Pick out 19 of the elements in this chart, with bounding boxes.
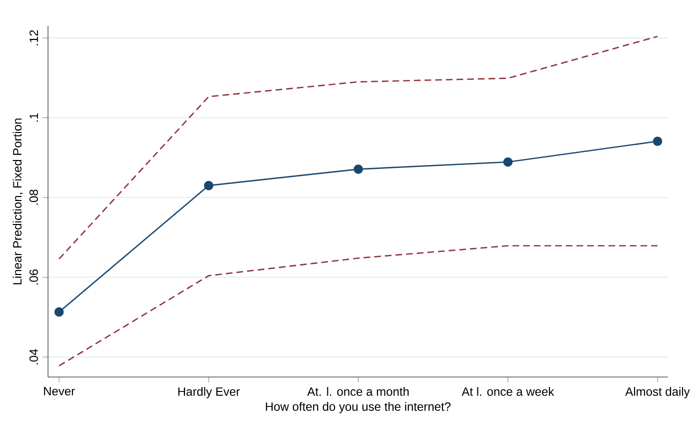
- y-tick-label: .04: [29, 349, 38, 364]
- x-tick-label: Hardly Ever: [178, 387, 240, 398]
- x-tick-label: Almost daily: [625, 387, 690, 398]
- point: [503, 157, 513, 167]
- y-tick-label: .12: [30, 30, 38, 46]
- point: [652, 136, 662, 146]
- y-tick-label: .08: [29, 190, 38, 205]
- y-axis-title: Linear Prediction, Fixed Portion: [12, 118, 23, 284]
- x-axis-title: How often do you use the internet?: [266, 402, 451, 414]
- line-series: [58, 245, 658, 366]
- line-series: [58, 36, 658, 260]
- y-tick-label: .06: [29, 269, 38, 285]
- x-tick-label: At. l. once a month: [307, 387, 409, 396]
- point: [54, 307, 64, 317]
- point: [204, 180, 214, 190]
- x-tick-label: Never: [44, 387, 75, 396]
- point: [354, 164, 363, 174]
- y-tick-label: .1: [30, 113, 38, 122]
- x-tick-label: At l. once a week: [462, 387, 554, 396]
